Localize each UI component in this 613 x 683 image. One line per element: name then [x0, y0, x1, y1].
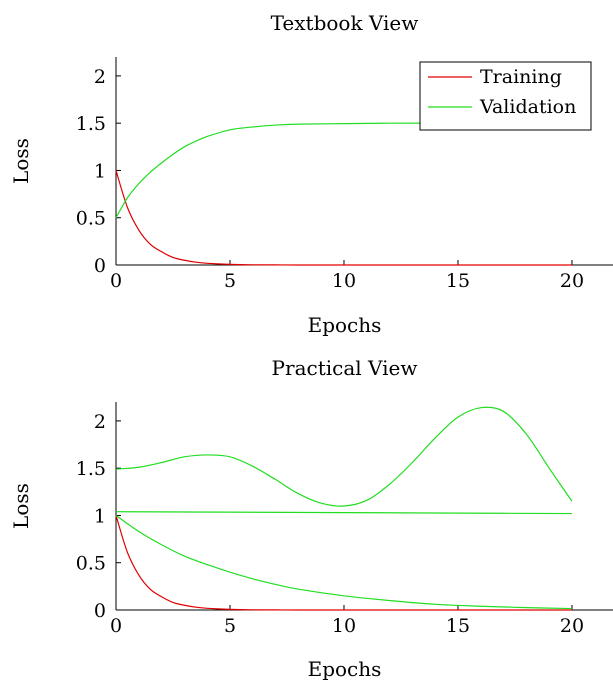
x-tick-label: 15	[446, 270, 470, 292]
y-tick-label: 2	[94, 66, 106, 88]
x-tick-label: 20	[560, 615, 584, 637]
x-tick-label: 10	[332, 270, 356, 292]
x-tick-label: 5	[224, 615, 236, 637]
legend-box	[419, 61, 592, 131]
chart-title: Textbook View	[271, 11, 419, 35]
series-line-1	[115, 406, 573, 507]
y-tick-label: 1	[94, 505, 106, 527]
y-tick-label: 0	[94, 255, 106, 277]
legend: Training Validation	[419, 61, 592, 131]
legend-label: Training	[480, 66, 562, 88]
x-tick-label: 15	[446, 615, 470, 637]
y-tick-label: 1.5	[76, 113, 106, 135]
series-line-validation	[115, 122, 572, 219]
series-line-2	[115, 511, 572, 515]
x-tick-label: 5	[224, 270, 236, 292]
x-axis-label: Epochs	[308, 313, 382, 337]
x-tick-label: 10	[332, 615, 356, 637]
x-tick-label: 0	[110, 270, 122, 292]
y-axis-label: Loss	[9, 483, 33, 529]
y-tick-label: 1	[94, 160, 106, 182]
legend-label: Validation	[479, 96, 576, 118]
plot-textbook-view: Textbook View 0 5 10 15 20 0 0.5 1 1.5 2 Epochs Loss…	[9, 11, 613, 337]
y-tick-label: 1.5	[76, 458, 106, 480]
plot-practical-view: Practical View 0 5 10 15 20 0 0.5 1 1.5 2 Epochs Los…	[9, 356, 613, 681]
y-axis-label: Loss	[9, 138, 33, 184]
x-tick-label: 0	[110, 615, 122, 637]
series-line-3	[115, 514, 572, 610]
series-line-0	[115, 515, 572, 611]
x-axis-label: Epochs	[308, 657, 382, 681]
chart-title: Practical View	[272, 356, 418, 380]
y-tick-label: 0.5	[76, 553, 106, 575]
y-tick-label: 0	[94, 600, 106, 622]
y-tick-label: 0.5	[76, 208, 106, 230]
series-line-training	[115, 170, 572, 266]
y-tick-label: 2	[94, 411, 106, 433]
x-tick-label: 20	[560, 270, 584, 292]
